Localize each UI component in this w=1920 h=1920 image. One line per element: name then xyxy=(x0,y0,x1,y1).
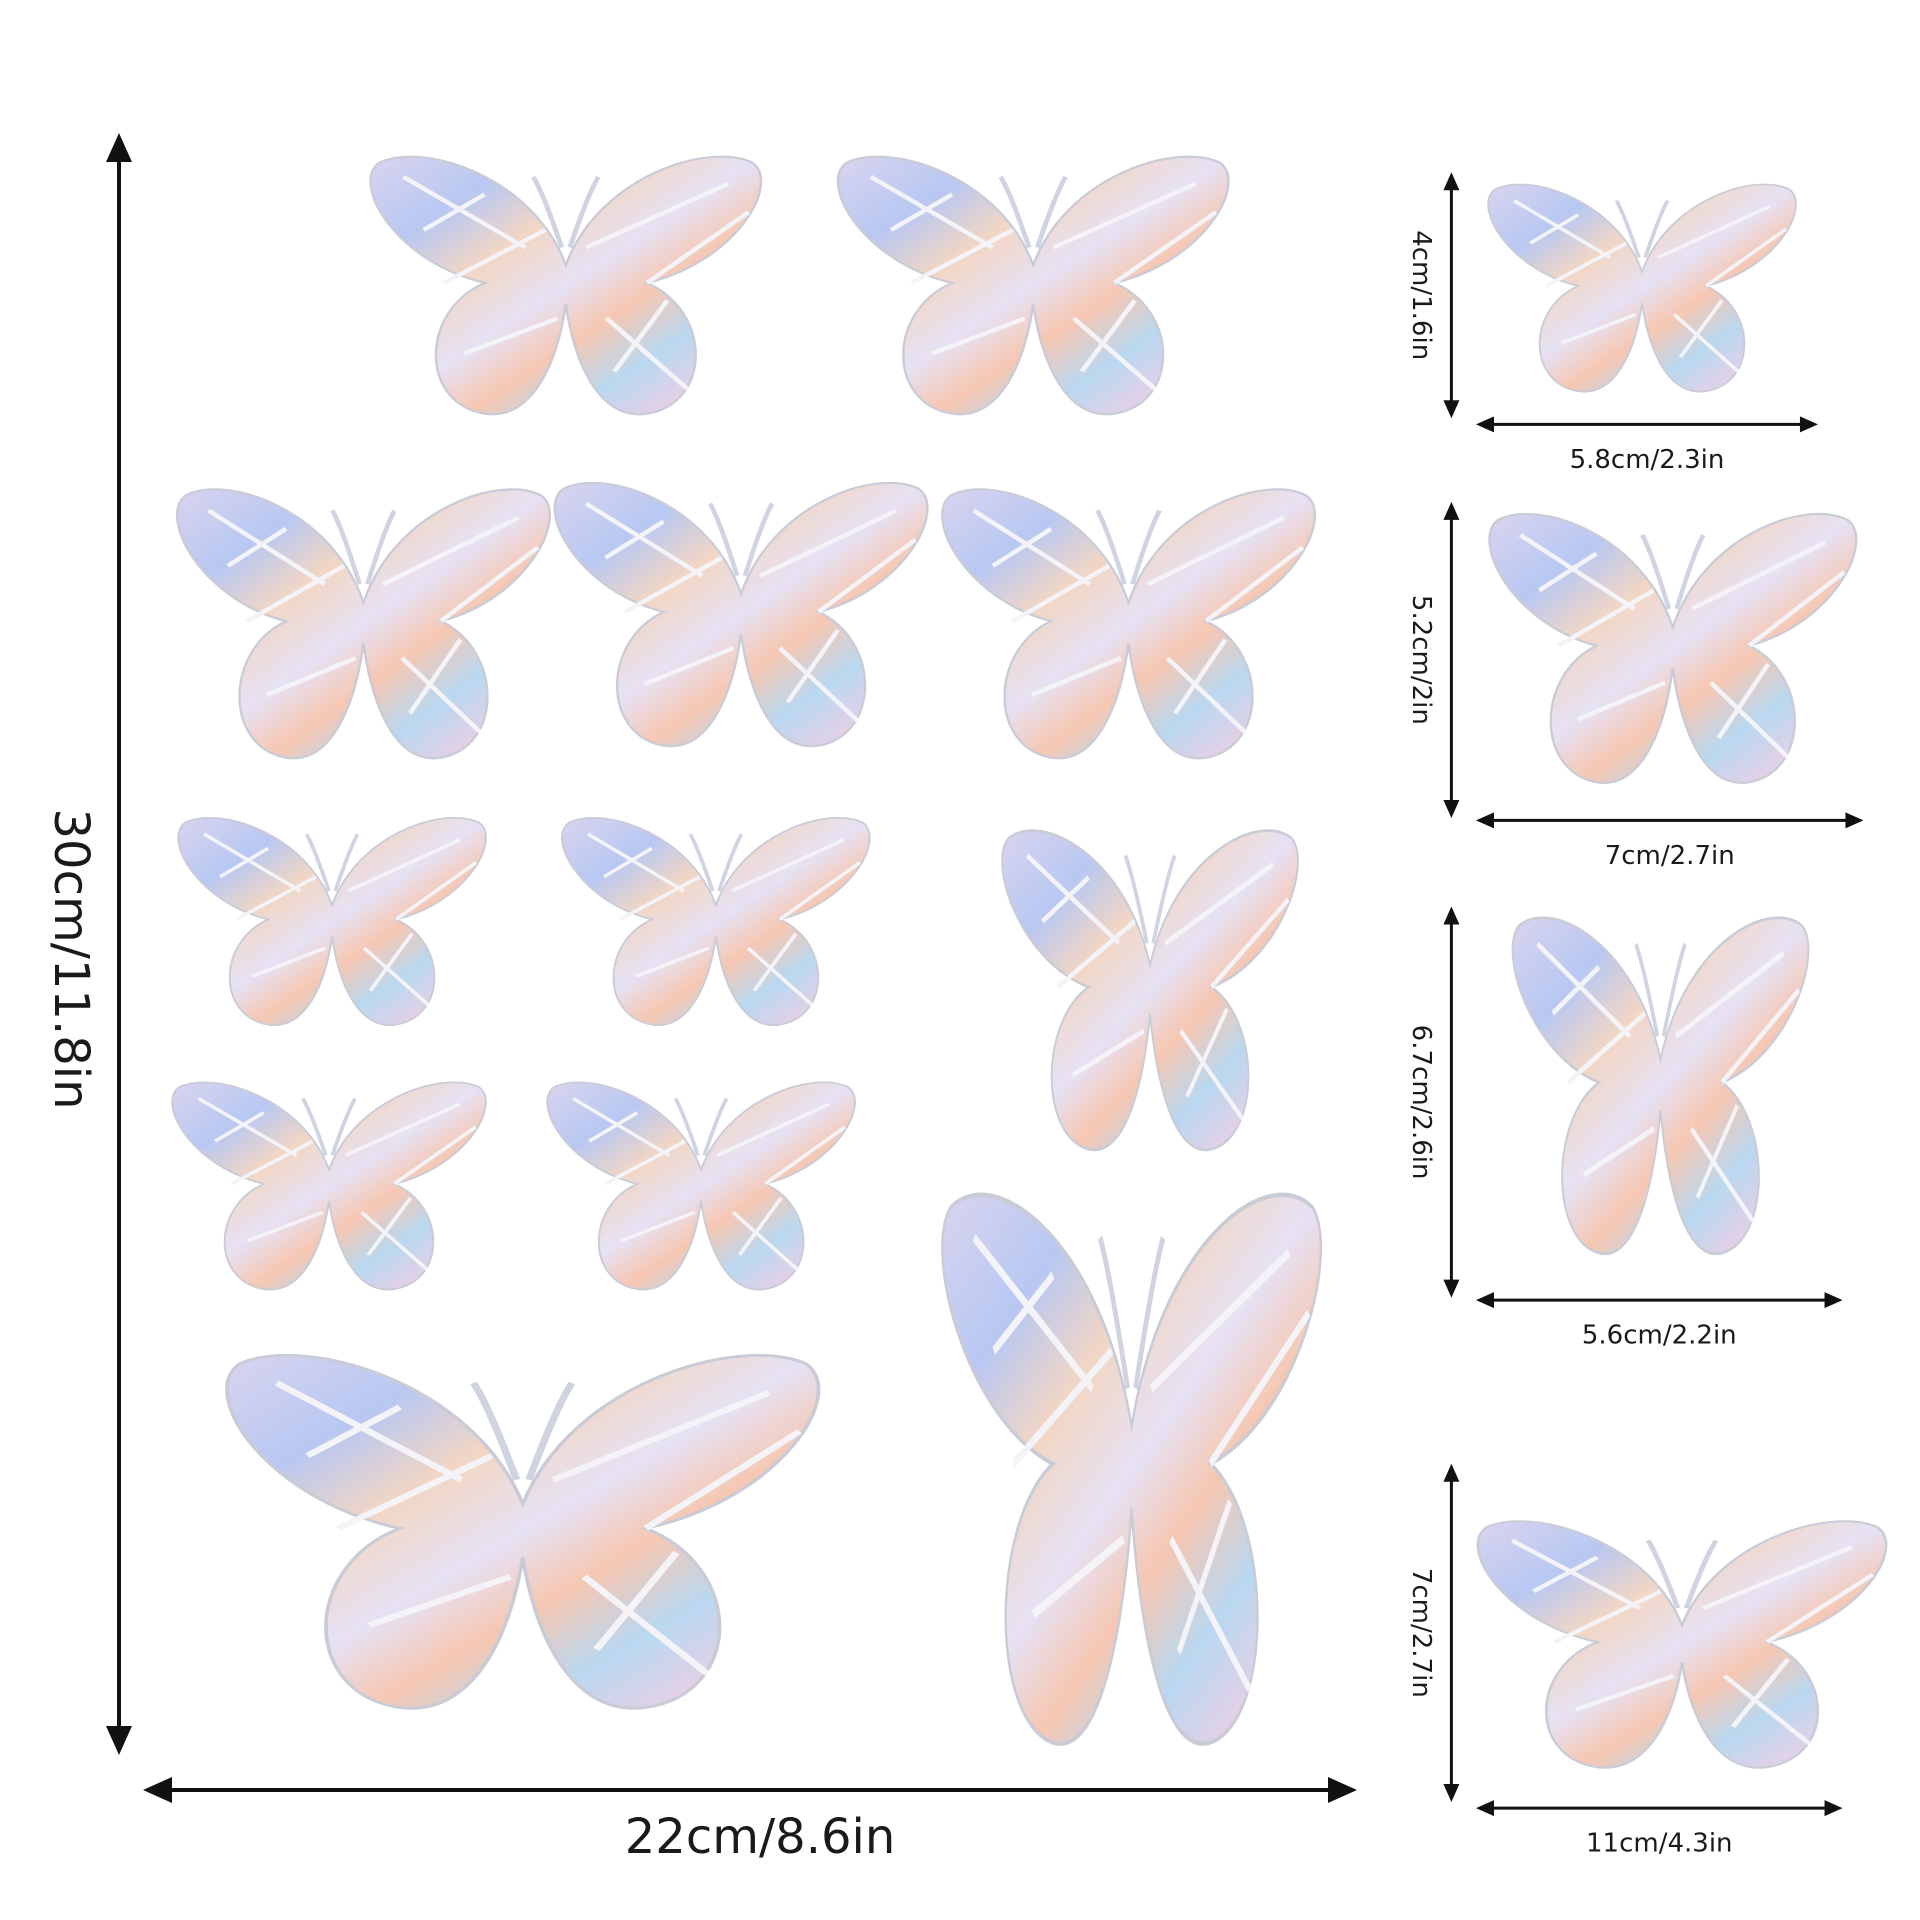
butterfly-sticker xyxy=(555,483,928,746)
sticker-height-label: 6.7cm/2.6in xyxy=(1406,1025,1436,1180)
butterfly-sticker xyxy=(176,815,488,1028)
butterfly-sticker xyxy=(227,1355,819,1708)
butterfly-sticker xyxy=(177,489,550,758)
width-label: 22cm/8.6in xyxy=(625,1809,896,1865)
sticker-height-label: 5.2cm/2in xyxy=(1406,595,1436,725)
sticker-height-label: 7cm/2.7in xyxy=(1406,1568,1436,1698)
butterfly-sticker xyxy=(1002,831,1298,1150)
butterfly-sticker xyxy=(942,489,1315,758)
sticker-width-label: 11cm/4.3in xyxy=(1586,1829,1733,1859)
butterfly-sticker xyxy=(942,1195,1321,1744)
butterfly-sticker xyxy=(560,815,872,1028)
butterfly-sticker xyxy=(371,157,761,415)
sticker-width-label: 7cm/2.7in xyxy=(1605,841,1735,871)
butterfly-sticker xyxy=(1489,514,1856,783)
butterfly-sticker xyxy=(1486,182,1798,394)
height-label: 30cm/11.8in xyxy=(43,808,99,1109)
sticker-width-label: 5.8cm/2.3in xyxy=(1570,445,1725,475)
sticker-width-label: 5.6cm/2.2in xyxy=(1582,1321,1737,1351)
butterfly-sticker xyxy=(1513,918,1809,1254)
butterfly-sticker xyxy=(170,1080,488,1292)
butterfly-sticker xyxy=(1478,1521,1886,1767)
butterfly-sticker xyxy=(545,1080,857,1292)
butterfly-sticker xyxy=(838,157,1228,415)
sticker-height-label: 4cm/1.6in xyxy=(1406,230,1436,360)
